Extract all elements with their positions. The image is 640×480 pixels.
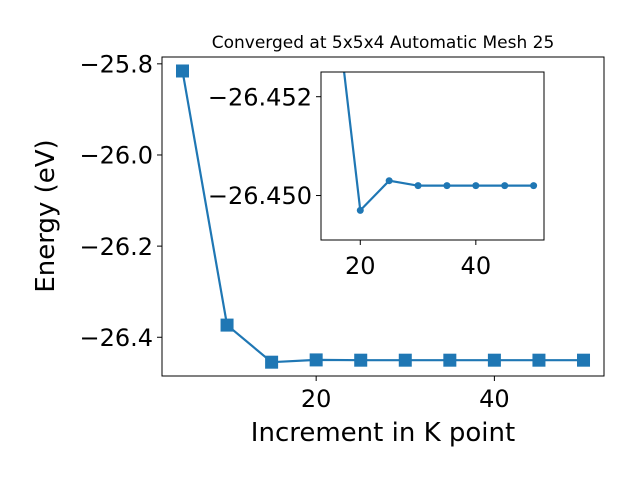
main-series-markers [175,64,591,369]
main-data-point [220,318,234,332]
inset-y-tick-label: −26.452 [208,83,312,111]
main-y-axis-ticks: −25.8 −26.0 −26.2 −26.4 [79,50,162,352]
main-y-tick-label: −25.8 [79,50,153,78]
inset-series-markers [356,177,538,214]
inset-x-tick-label: 40 [461,252,492,280]
main-data-point [443,353,457,367]
main-data-point [175,64,189,78]
main-data-point [265,355,279,369]
main-plot-frame [161,56,605,377]
inset-x-axis-ticks: 20 40 [345,240,491,280]
main-data-point [487,353,501,367]
chart-title: Converged at 5x5x4 Automatic Mesh 25 [212,33,555,53]
inset-plot-frame [320,71,545,241]
main-x-axis-ticks: 20 40 [301,376,510,413]
inset-series-line [343,72,534,213]
inset-data-point [530,182,538,190]
main-x-tick-label: 20 [301,385,332,413]
inset-data-point [385,177,393,185]
main-data-point [398,353,412,367]
main-data-point [354,353,368,367]
inset-data-point [501,182,509,190]
inset-data-point [414,182,422,190]
y-axis-label: Energy (eV) [31,139,61,292]
main-y-tick-label: −26.4 [79,324,153,352]
inset-data-point [443,182,451,190]
main-data-point [577,353,591,367]
inset-y-axis-ticks: −26.452 −26.450 [208,83,321,210]
inset-data-point [472,182,480,190]
main-series-line [181,70,584,364]
main-y-tick-label: −26.0 [79,142,153,170]
main-data-point [309,353,323,367]
main-x-tick-label: 40 [479,385,510,413]
main-y-tick-label: −26.2 [79,233,153,261]
main-data-point [532,353,546,367]
inset-x-tick-label: 20 [345,252,376,280]
inset-y-tick-label: −26.450 [208,182,312,210]
x-axis-label: Increment in K point [251,418,515,448]
inset-data-point [356,206,364,214]
